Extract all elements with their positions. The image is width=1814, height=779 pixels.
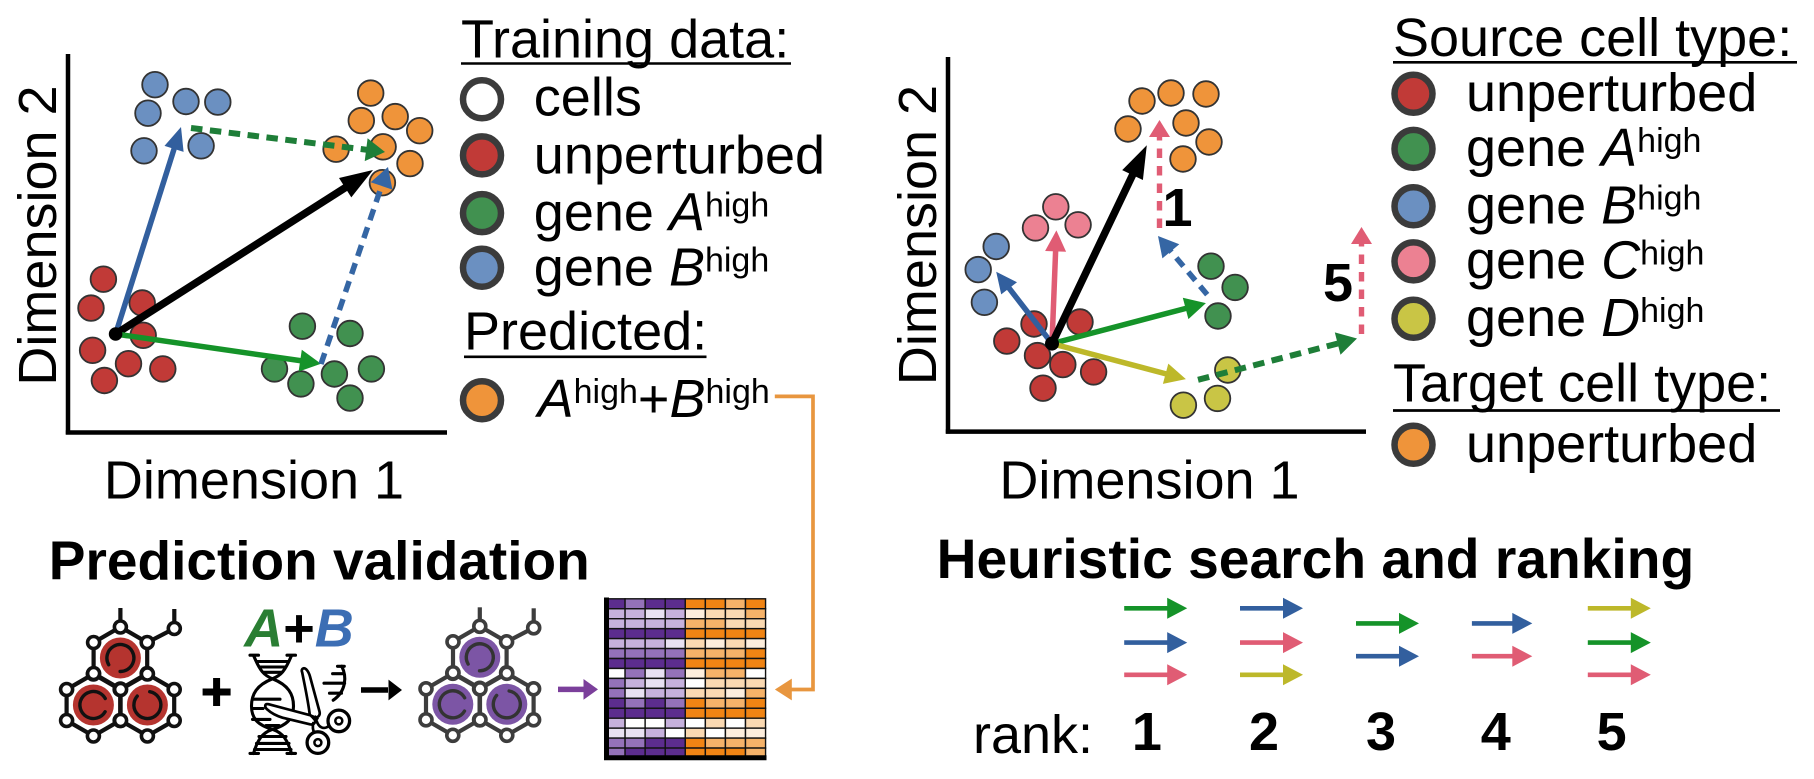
svg-text:gene Bhigh: gene Bhigh xyxy=(1466,176,1701,236)
svg-text:Dimension 1: Dimension 1 xyxy=(104,451,404,511)
svg-text:gene Ahigh: gene Ahigh xyxy=(1466,118,1701,178)
svg-text:1: 1 xyxy=(1132,702,1162,762)
svg-text:4: 4 xyxy=(1481,702,1511,762)
svg-text:rank:: rank: xyxy=(973,705,1093,765)
svg-text:2: 2 xyxy=(1249,702,1279,762)
svg-text:unperturbed: unperturbed xyxy=(1466,414,1757,474)
svg-text:cells: cells xyxy=(534,68,642,128)
svg-text:Ahigh+Bhigh: Ahigh+Bhigh xyxy=(535,369,770,429)
svg-text:Prediction validation: Prediction validation xyxy=(49,529,590,591)
svg-text:Target cell type:: Target cell type: xyxy=(1393,354,1771,414)
svg-text:Source cell type:: Source cell type: xyxy=(1393,8,1792,68)
svg-text:Heuristic search and ranking: Heuristic search and ranking xyxy=(937,528,1695,590)
svg-text:gene Dhigh: gene Dhigh xyxy=(1466,288,1704,348)
svg-text:unperturbed: unperturbed xyxy=(1466,63,1757,123)
svg-text:5: 5 xyxy=(1323,253,1353,313)
svg-text:unperturbed: unperturbed xyxy=(534,126,825,186)
svg-text:3: 3 xyxy=(1366,702,1396,762)
svg-text:Dimension 1: Dimension 1 xyxy=(999,451,1299,511)
svg-text:Predicted:: Predicted: xyxy=(464,302,707,362)
svg-text:5: 5 xyxy=(1597,702,1627,762)
svg-text:1: 1 xyxy=(1163,178,1193,238)
svg-text:Dimension 2: Dimension 2 xyxy=(8,85,68,385)
svg-text:Dimension 2: Dimension 2 xyxy=(888,85,948,385)
svg-text:A+B: A+B xyxy=(242,599,354,659)
svg-text:Training data:: Training data: xyxy=(461,9,789,69)
